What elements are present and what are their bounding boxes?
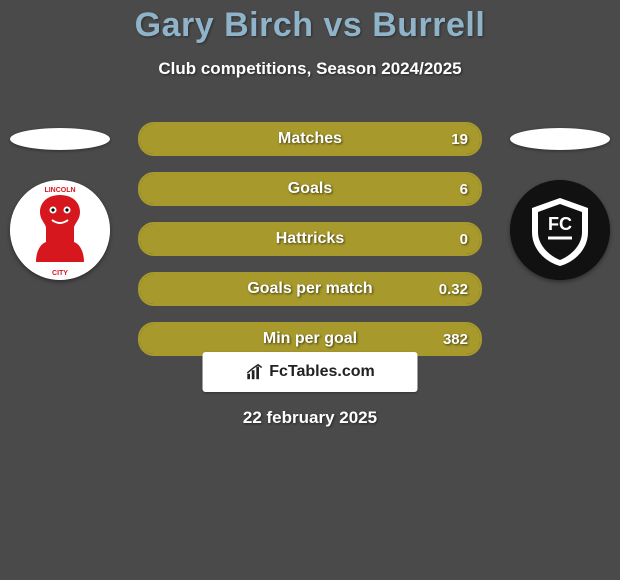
comparison-card: Gary Birch vs Burrell Club competitions,… xyxy=(0,0,620,580)
stat-label: Goals xyxy=(140,174,480,204)
brand-text: FcTables.com xyxy=(269,363,375,381)
stat-value-right: 382 xyxy=(443,324,468,354)
brand-box[interactable]: FcTables.com xyxy=(203,352,418,392)
stat-row: Matches 19 xyxy=(138,122,482,156)
stat-value-right: 0 xyxy=(460,224,468,254)
stat-value-right: 6 xyxy=(460,174,468,204)
stat-row: Goals per match 0.32 xyxy=(138,272,482,306)
stat-row: Min per goal 382 xyxy=(138,322,482,356)
stat-value-right: 0.32 xyxy=(439,274,468,304)
page-title: Gary Birch vs Burrell xyxy=(0,0,620,45)
stats-area: Matches 19 Goals 6 Hattricks 0 Goals per… xyxy=(0,122,620,372)
stat-row: Hattricks 0 xyxy=(138,222,482,256)
subtitle: Club competitions, Season 2024/2025 xyxy=(0,59,620,79)
stat-label: Min per goal xyxy=(140,324,480,354)
date-text: 22 february 2025 xyxy=(0,408,620,428)
stat-label: Goals per match xyxy=(140,274,480,304)
stat-label: Matches xyxy=(140,124,480,154)
stat-row: Goals 6 xyxy=(138,172,482,206)
stat-label: Hattricks xyxy=(140,224,480,254)
stat-value-right: 19 xyxy=(451,124,468,154)
chart-icon xyxy=(245,363,263,381)
